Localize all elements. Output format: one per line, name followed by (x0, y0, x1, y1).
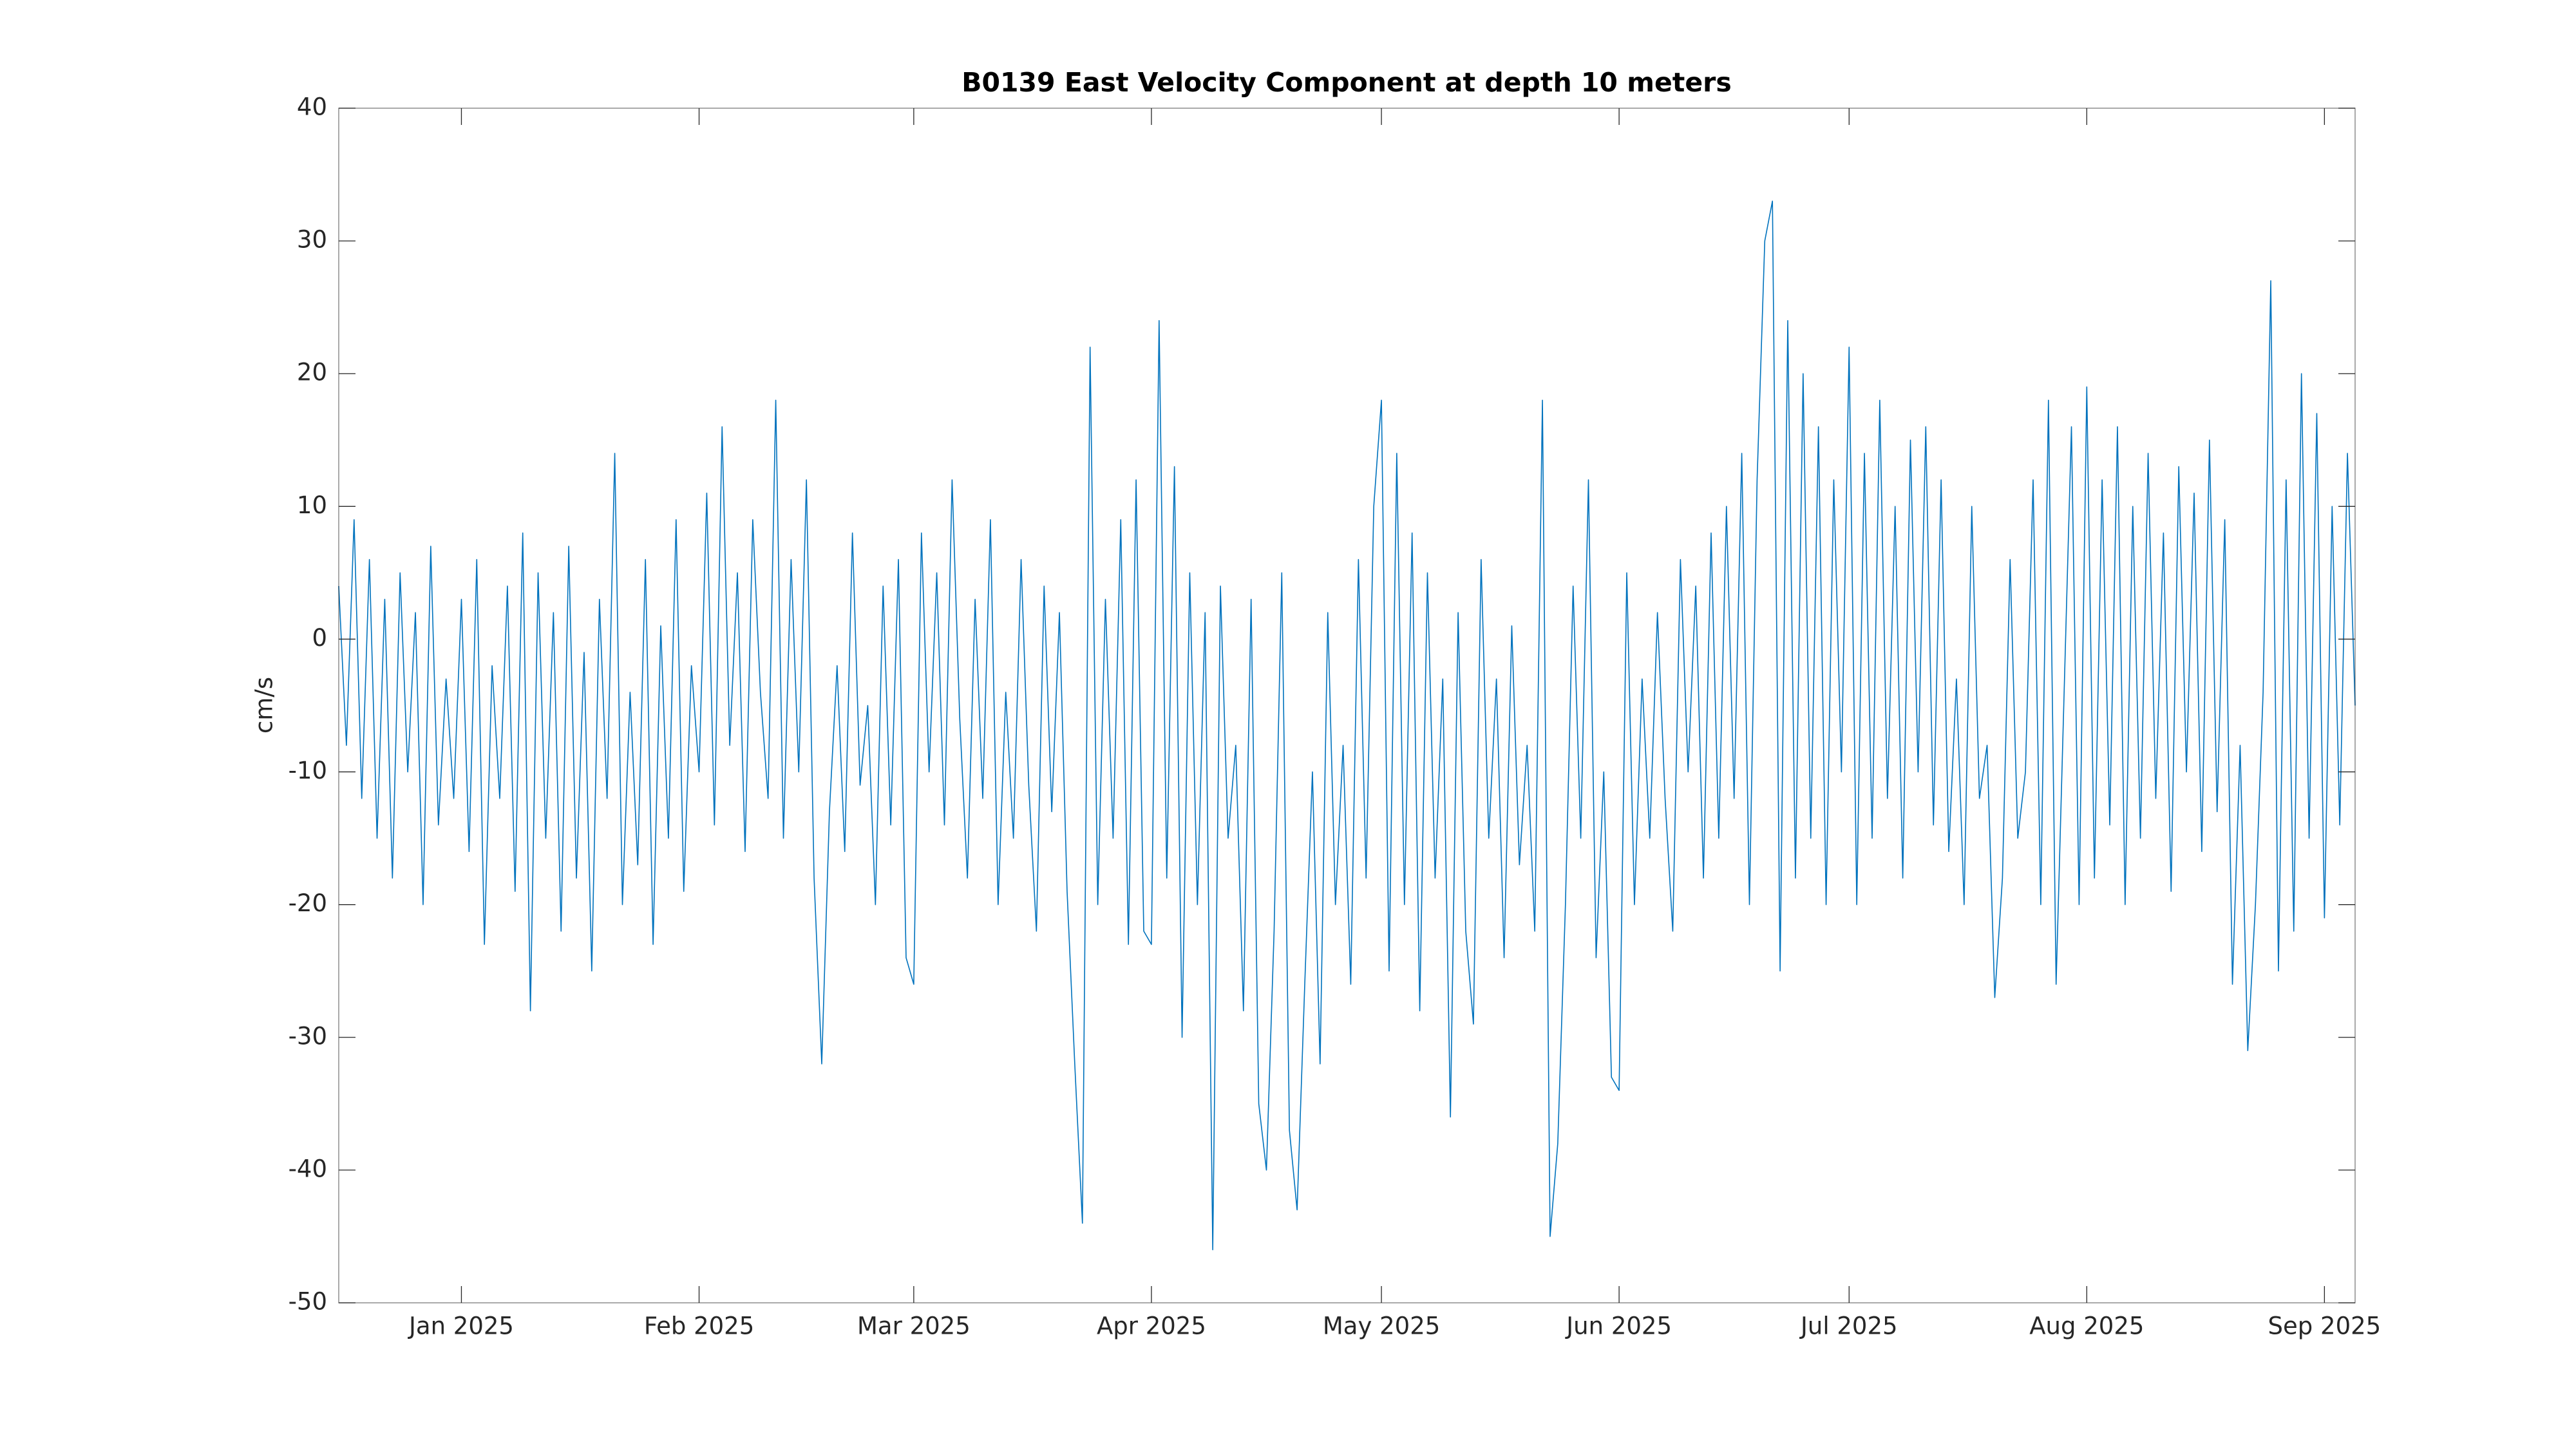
y-tick-label: -30 (289, 1022, 327, 1050)
x-tick-label: Jun 2025 (1565, 1312, 1672, 1340)
x-tick-label: Feb 2025 (644, 1312, 754, 1340)
x-tick-label: May 2025 (1323, 1312, 1440, 1340)
x-tick-label: Jul 2025 (1799, 1312, 1898, 1340)
x-tick-label: Apr 2025 (1097, 1312, 1206, 1340)
y-tick-label: -40 (289, 1155, 327, 1182)
y-tick-label: 0 (312, 624, 327, 652)
data-line (338, 200, 2356, 1251)
y-tick-label: 40 (297, 93, 327, 121)
axes-box (338, 108, 2356, 1303)
y-tick-label: -10 (289, 757, 327, 784)
y-tick-label: 10 (297, 491, 327, 519)
x-tick-label: Sep 2025 (2268, 1312, 2382, 1340)
chart-title: B0139 East Velocity Component at depth 1… (961, 67, 1732, 98)
y-tick-label: -20 (289, 889, 327, 917)
y-tick-label: -50 (289, 1288, 327, 1316)
x-tick-label: Aug 2025 (2029, 1312, 2144, 1340)
y-tick-label: 20 (297, 359, 327, 386)
x-tick-label: Jan 2025 (408, 1312, 514, 1340)
x-tick-label: Mar 2025 (857, 1312, 971, 1340)
y-axis-label: cm/s (251, 677, 278, 734)
y-tick-label: 30 (297, 226, 327, 254)
